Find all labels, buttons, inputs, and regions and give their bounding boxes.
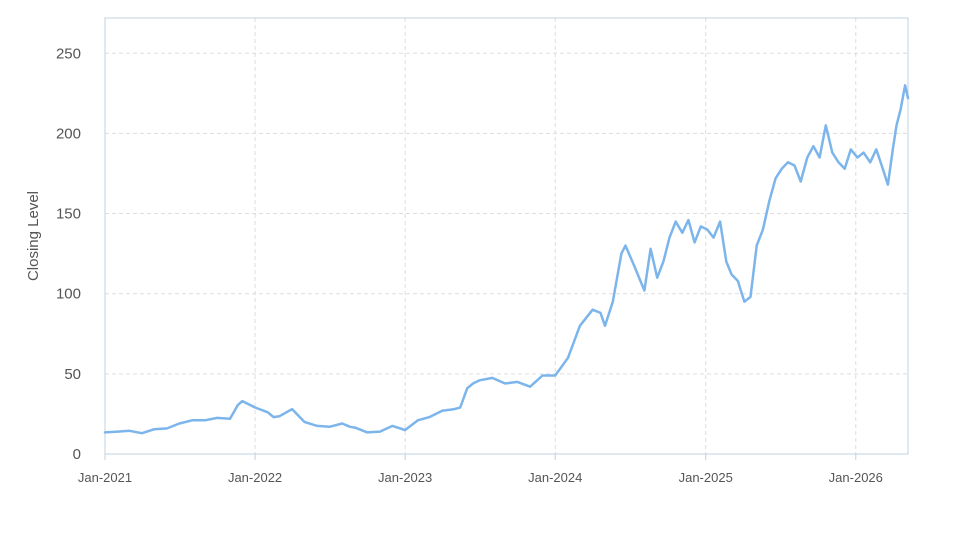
y-gridlines [105,52,908,375]
x-tick-label: Jan-2025 [679,470,733,485]
x-gridlines [104,18,857,460]
x-tick-label: Jan-2022 [228,470,282,485]
y-tick-label: 0 [73,446,81,463]
series-line [103,84,910,435]
y-tick-label: 200 [56,125,81,142]
x-tick-label: Jan-2024 [528,470,582,485]
x-tick-label: Jan-2026 [829,470,883,485]
x-axis-tick-labels: Jan-2021 Jan-2022 Jan-2023 Jan-2024 Jan-2025… [78,470,883,485]
x-tick-label: Jan-2023 [378,470,432,485]
y-tick-label: 50 [64,366,81,383]
y-tick-label: 250 [56,45,81,62]
plot-frame [104,17,909,455]
plot-background [105,18,908,454]
y-tick-label: 150 [56,206,81,223]
y-tick-label: 100 [56,286,81,303]
y-axis-title: Closing Level [25,191,42,281]
y-axis-tick-labels: 0 50 100 150 200 250 [56,45,81,463]
x-tick-label: Jan-2021 [78,470,132,485]
